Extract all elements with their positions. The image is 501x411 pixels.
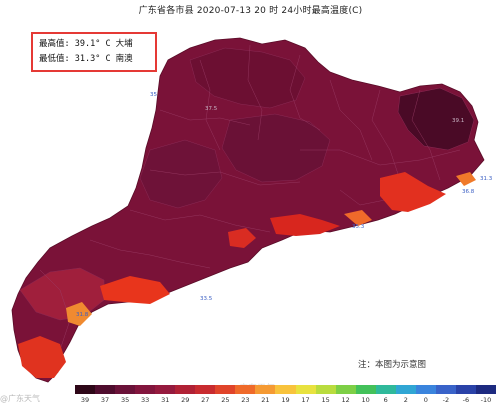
- legend-swatch: [415, 385, 437, 394]
- legend-swatch: [115, 385, 136, 394]
- max-value-line: 最高值: 39.1° C 大埔: [39, 39, 133, 49]
- legend-swatch: [175, 385, 196, 394]
- min-value-line: 最低值: 31.3° C 南澳: [39, 54, 133, 64]
- legend-tick-label: 25: [221, 396, 230, 404]
- legend-swatch: [355, 385, 377, 394]
- schematic-note: 注：本图为示意图: [358, 360, 427, 370]
- legend-swatch: [135, 385, 156, 394]
- legend-tick-label: 35: [120, 396, 130, 404]
- legend-tick-label: 15: [321, 396, 330, 404]
- legend-tick-label: 12: [341, 396, 350, 404]
- map-region-center: [221, 113, 331, 183]
- watermark: @广东天气: [0, 394, 40, 403]
- legend-tick-label: 21: [261, 396, 270, 404]
- legend-tick-label: 19: [281, 396, 290, 404]
- legend-tick-label: -2: [442, 396, 450, 404]
- legend-swatch: [315, 385, 337, 394]
- coastal-spot-zhuhai: [228, 228, 256, 248]
- station-label-east-coast: 36.8: [462, 189, 475, 195]
- legend-tick-label: 33: [141, 396, 150, 404]
- coastal-band-east: [380, 172, 446, 212]
- legend-swatch: [255, 385, 276, 394]
- legend-tick-label: 17: [301, 396, 310, 404]
- station-label-north-west: 35: [150, 92, 157, 98]
- legend-tick-label: 23: [241, 396, 250, 404]
- legend-swatch: [215, 385, 236, 394]
- legend-swatch: [335, 385, 357, 394]
- stats-box: 最高值: 39.1° C 大埔 最低值: 31.3° C 南澳: [31, 32, 157, 72]
- legend-swatch: [475, 385, 497, 394]
- legend-tick-label: 39: [80, 396, 90, 404]
- legend-swatch: [455, 385, 477, 394]
- station-label-shanwei: 35.3: [352, 224, 365, 230]
- station-label-central-north: 37.5: [205, 106, 218, 112]
- legend-swatch: [395, 385, 417, 394]
- coastal-band-west: [100, 276, 170, 304]
- legend-tick-label: 2: [403, 396, 408, 404]
- legend-tick-label: 10: [361, 396, 370, 404]
- legend-swatch: [295, 385, 317, 394]
- legend-tick-label: 27: [201, 396, 210, 404]
- legend-swatch: [435, 385, 457, 394]
- county-borders: [39, 44, 461, 351]
- coastal-spot-zhanjiang: [66, 302, 92, 326]
- legend-tick-label: -10: [480, 396, 492, 404]
- coastal-spot-nanao: [456, 172, 476, 186]
- station-label-dabu: 39.1: [452, 118, 464, 124]
- station-label-nanao: 31.3: [480, 176, 493, 182]
- legend-tick-label: 31: [161, 396, 170, 404]
- legend-tick-label: 6: [383, 396, 388, 404]
- legend-swatch: [235, 385, 256, 394]
- legend-swatch: [75, 385, 96, 394]
- station-label-zhanjiang: 31.8: [76, 312, 89, 318]
- legend-swatch: [95, 385, 116, 394]
- map-region-east: [397, 87, 475, 151]
- color-legend: 39 37 35 33 31 29 27 25 23 21 19 17 15 12 10 6 2 0 -2 -6 -10: [75, 385, 497, 405]
- coastal-band-pearl-river: [270, 214, 340, 236]
- map-region-west-central: [139, 139, 223, 209]
- legend-swatch: [195, 385, 216, 394]
- legend-tick-label: 0: [423, 396, 428, 404]
- station-labels: 39.1 31.3 35 37.5 36.8 35.3 31.8 33.5: [76, 92, 493, 318]
- coastal-band-leizhou: [18, 336, 66, 378]
- legend-tick-label: 37: [100, 396, 110, 404]
- legend-tick-label: 29: [181, 396, 190, 404]
- legend-tick-label: -6: [462, 396, 470, 404]
- map-title: 广东省各市县 2020-07-13 20 时 24小时最高温度(C): [138, 6, 363, 16]
- station-label-yangjiang: 33.5: [200, 296, 213, 302]
- legend-swatch: [375, 385, 397, 394]
- coastal-spot-shanwei: [344, 210, 372, 226]
- legend-swatch: [155, 385, 176, 394]
- legend-swatch: [275, 385, 297, 394]
